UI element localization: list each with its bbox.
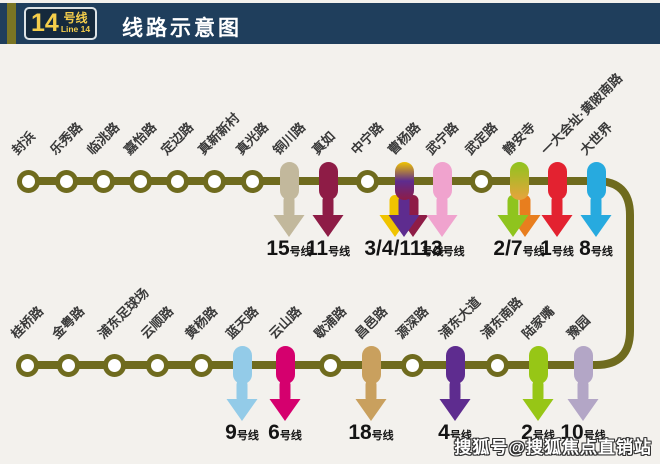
- transfer-station-marker: [318, 162, 338, 200]
- station-marker: [400, 353, 424, 377]
- transfer-line-label: 11号线: [306, 237, 350, 261]
- transfer-line-label: 4号线: [438, 421, 472, 445]
- transfer-line-label: 2号线: [521, 421, 555, 445]
- transfer-line-suffix: 号线: [522, 246, 545, 258]
- line-number-suffix: 号线: [63, 11, 88, 26]
- station-marker: [355, 169, 379, 193]
- transfer-station-marker: [445, 346, 465, 384]
- transfer-line-suffix: 号线: [449, 430, 472, 442]
- transfer-line-label: 10号线: [560, 421, 605, 445]
- transfer-line-label: 13号线: [419, 237, 464, 261]
- transfer-arrow-icon: [273, 195, 305, 237]
- transfer-line-label: 1号线: [540, 237, 574, 261]
- transfer-line-label: 9号线: [225, 421, 259, 445]
- transfer-arrow-icon: [497, 195, 541, 237]
- transfer-line-label: 8号线: [579, 237, 613, 261]
- station-marker: [91, 169, 115, 193]
- transfer-arrow-icon: [379, 195, 429, 237]
- line-number: 14: [31, 9, 59, 37]
- transfer-station-marker: [432, 162, 452, 200]
- station-marker: [165, 169, 189, 193]
- transfer-arrow-icon: [269, 379, 301, 421]
- transfer-line-suffix: 号线: [279, 430, 302, 442]
- station-marker: [189, 353, 213, 377]
- transfer-line-suffix: 号线: [289, 246, 312, 258]
- transfer-line-number: 15: [266, 237, 290, 260]
- transfer-line-suffix: 号线: [583, 430, 606, 442]
- transfer-line-number: 1: [540, 237, 552, 260]
- transfer-arrow-icon: [439, 379, 471, 421]
- transfer-line-label: 18号线: [348, 421, 393, 445]
- transfer-station-marker: [586, 162, 606, 200]
- transfer-arrow-icon: [522, 379, 554, 421]
- transfer-line-suffix: 号线: [328, 246, 351, 258]
- station-marker: [318, 353, 342, 377]
- transfer-station-marker: [232, 346, 252, 384]
- transfer-line-number: 9: [225, 421, 237, 444]
- transfer-station-marker: [279, 162, 299, 200]
- transfer-arrow-icon: [426, 195, 458, 237]
- page-title: 线路示意图: [122, 17, 242, 40]
- transfer-arrow-icon: [312, 195, 344, 237]
- transfer-line-suffix: 号线: [532, 430, 555, 442]
- station-marker: [102, 353, 126, 377]
- transfer-line-suffix: 号线: [371, 430, 394, 442]
- transfer-station-marker: [528, 346, 548, 384]
- transfer-line-number: 8: [579, 237, 591, 260]
- header-bar: 14 号线 Line 14 线路示意图: [0, 3, 660, 44]
- station-marker: [145, 353, 169, 377]
- transfer-line-suffix: 号线: [551, 246, 574, 258]
- line-name-english: Line 14: [60, 24, 91, 35]
- transfer-line-number: 2/7: [493, 237, 523, 260]
- transfer-line-suffix: 号线: [442, 246, 465, 258]
- station-marker: [202, 169, 226, 193]
- transfer-line-number: 18: [348, 421, 372, 444]
- station-marker: [56, 353, 80, 377]
- transfer-arrow-icon: [226, 379, 258, 421]
- transfer-arrow-icon: [580, 195, 612, 237]
- header-accent-stripe: [7, 3, 16, 44]
- transfer-station-marker: [509, 162, 529, 200]
- station-marker: [15, 353, 39, 377]
- transfer-arrow-icon: [541, 195, 573, 237]
- transfer-station-marker: [547, 162, 567, 200]
- transfer-line-suffix: 号线: [236, 430, 259, 442]
- line-14-badge: 14 号线 Line 14: [24, 7, 98, 40]
- transfer-line-label: 2/7号线: [493, 237, 544, 261]
- transfer-line-label: 6号线: [268, 421, 302, 445]
- transfer-station-marker: [394, 162, 414, 200]
- station-marker: [240, 169, 264, 193]
- transfer-line-label: 15号线: [266, 237, 311, 261]
- transfer-station-marker: [361, 346, 381, 384]
- transfer-line-suffix: 号线: [421, 246, 444, 258]
- station-marker: [128, 169, 152, 193]
- line-14-route-path: [23, 177, 634, 369]
- transfer-line-number: 10: [560, 421, 584, 444]
- transfer-line-number: 3/4/11: [364, 237, 422, 260]
- station-marker: [469, 169, 493, 193]
- station-marker: [16, 169, 40, 193]
- transfer-arrow-icon: [567, 379, 599, 421]
- transfer-line-number: 6: [268, 421, 280, 444]
- transfer-station-marker: [275, 346, 295, 384]
- transfer-line-suffix: 号线: [590, 246, 613, 258]
- transfer-line-label: 3/4/11号线: [364, 237, 443, 261]
- transfer-line-number: 4: [438, 421, 450, 444]
- watermark: 搜狐号@搜狐焦点直销站: [454, 438, 652, 457]
- transfer-line-number: 11: [305, 237, 329, 260]
- transfer-station-marker: [573, 346, 593, 384]
- station-marker: [485, 353, 509, 377]
- transfer-line-number: 13: [419, 237, 443, 260]
- transfer-line-number: 2: [521, 421, 533, 444]
- transfer-arrow-icon: [355, 379, 387, 421]
- station-marker: [54, 169, 78, 193]
